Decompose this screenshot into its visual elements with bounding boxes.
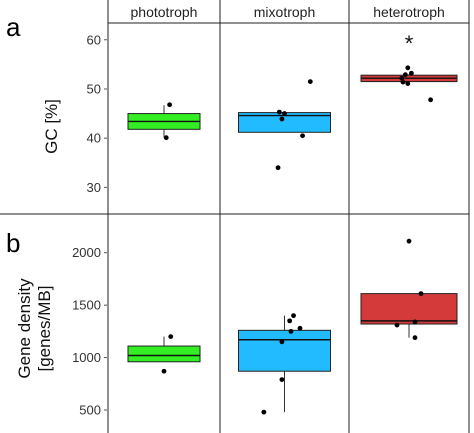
- data-point-mixotroph: [275, 165, 281, 171]
- y-tick-label: 1500: [72, 298, 101, 313]
- y-tick-label: 50: [87, 81, 101, 96]
- data-point-heterotroph: [405, 81, 411, 86]
- data-point-mixotroph: [297, 325, 303, 331]
- strip-label-heterotroph: heterotroph: [373, 4, 445, 20]
- data-point-mixotroph: [261, 409, 267, 415]
- data-point-mixotroph: [279, 116, 285, 122]
- data-point-heterotroph: [428, 97, 433, 103]
- data-point-mixotroph: [288, 328, 294, 334]
- data-point-mixotroph: [282, 111, 287, 116]
- data-point-heterotroph: [418, 291, 424, 297]
- y-tick-label: 1000: [72, 350, 101, 365]
- data-point-heterotroph: [412, 335, 418, 341]
- data-point-mixotroph: [276, 109, 282, 115]
- data-point-heterotroph: [399, 75, 405, 81]
- data-point-mixotroph: [307, 79, 313, 84]
- y-tick-label: 500: [79, 403, 101, 418]
- data-point-phototroph: [168, 334, 174, 340]
- data-point-heterotroph: [394, 322, 400, 328]
- box-heterotroph: [360, 293, 458, 325]
- box-phototroph: [127, 345, 201, 363]
- data-point-phototroph: [167, 102, 173, 108]
- strip-label-mixotroph: mixotroph: [254, 4, 315, 20]
- y-axis-label-line1: Gene density: [15, 278, 34, 379]
- box-mixotroph: [238, 329, 331, 372]
- y-tick-label: 30: [87, 180, 101, 195]
- data-point-mixotroph: [291, 313, 296, 319]
- data-point-phototroph: [161, 368, 167, 374]
- panel-letter: a: [6, 12, 21, 42]
- data-point-heterotroph: [412, 319, 418, 325]
- y-axis-label: GC [%]: [42, 99, 61, 154]
- data-point-phototroph: [163, 135, 169, 141]
- y-tick-label: 40: [87, 131, 101, 146]
- data-point-mixotroph: [279, 377, 285, 383]
- significance-marker-heterotroph: *: [405, 31, 414, 56]
- y-tick-label: 2000: [72, 245, 101, 260]
- data-point-mixotroph: [287, 318, 293, 324]
- data-point-heterotroph: [400, 79, 406, 85]
- data-point-mixotroph: [300, 133, 305, 139]
- data-point-mixotroph: [279, 339, 285, 345]
- y-axis-label-line2: [genes/MB]: [35, 286, 54, 372]
- strip-label-phototroph: phototroph: [131, 4, 198, 20]
- data-point-heterotroph: [406, 238, 412, 244]
- data-point-heterotroph: [409, 70, 414, 76]
- data-point-heterotroph: [403, 72, 408, 78]
- y-tick-label: 60: [87, 32, 101, 47]
- panel-letter: b: [6, 228, 20, 258]
- data-point-heterotroph: [405, 65, 411, 71]
